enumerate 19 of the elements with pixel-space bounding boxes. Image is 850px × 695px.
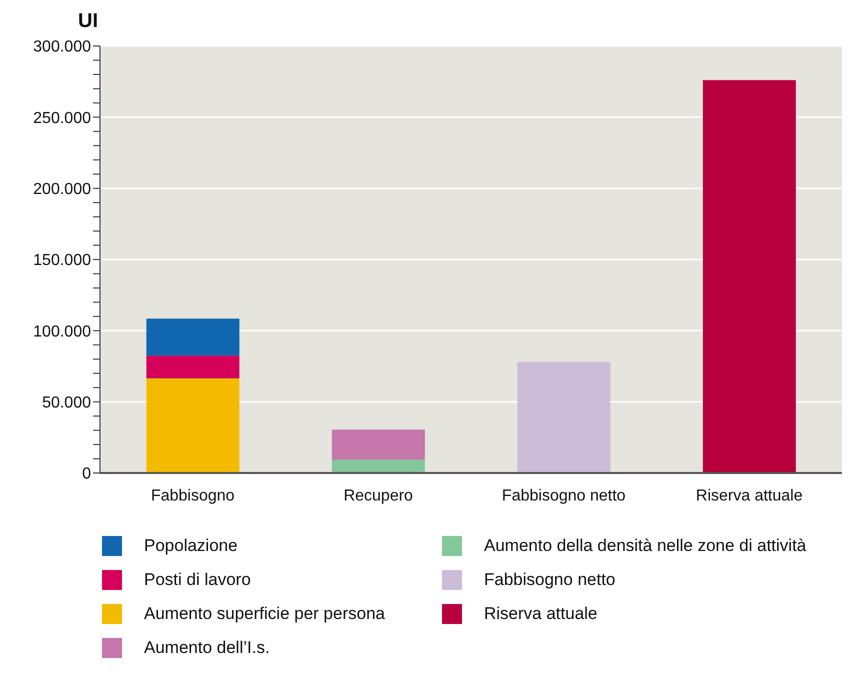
y-tick-label: 200.000 bbox=[33, 181, 92, 198]
legend-label: Posti di lavoro bbox=[144, 570, 251, 590]
legend-label: Aumento superficie per persona bbox=[144, 604, 385, 624]
y-tick-label: 100.000 bbox=[33, 323, 92, 340]
y-tick-label: 0 bbox=[82, 466, 92, 483]
y-tick-label: 50.000 bbox=[42, 394, 92, 412]
x-tick-label: Riserva attuale bbox=[696, 487, 803, 504]
x-tick-label: Fabbisogno netto bbox=[502, 487, 626, 504]
y-tick-label: 150.000 bbox=[33, 252, 92, 270]
legend-label: Riserva attuale bbox=[484, 604, 598, 624]
y-tick-label: 300.000 bbox=[33, 38, 92, 56]
y-tick-label: 250.000 bbox=[33, 110, 92, 127]
x-tick-label: Fabbisogno bbox=[150, 487, 235, 504]
y-axis-title: UI bbox=[78, 10, 98, 33]
legend-label: Popolazione bbox=[144, 536, 238, 556]
legend-label: Aumento della densità nelle zone di attività bbox=[484, 536, 806, 556]
legend-label: Fabbisogno netto bbox=[484, 570, 616, 590]
x-tick-label: Recupero bbox=[344, 487, 414, 504]
legend-label: Aumento dell’I.s. bbox=[144, 638, 270, 658]
